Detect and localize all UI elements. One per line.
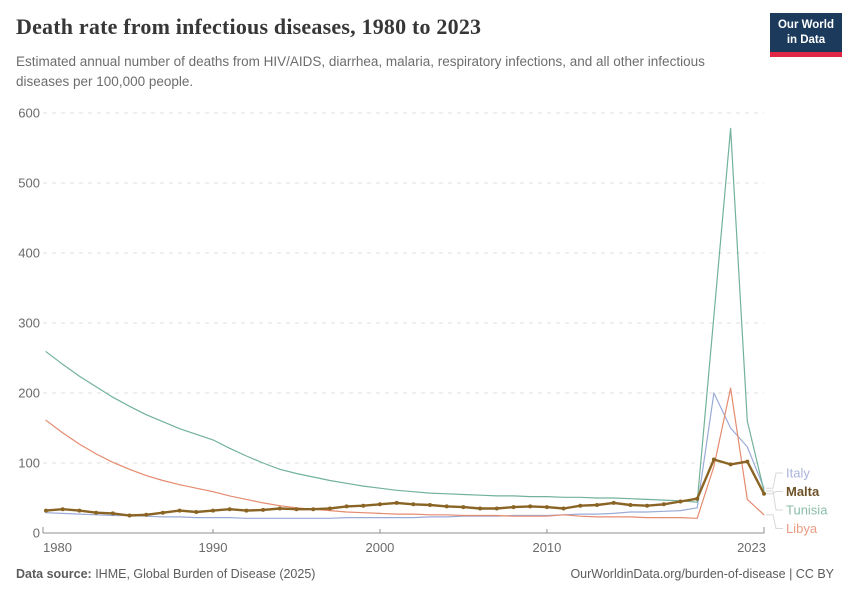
attribution-link[interactable]: OurWorldinData.org/burden-of-disease | C… (570, 567, 834, 581)
x-axis-label-1980: 1980 (43, 540, 72, 555)
marker-malta-2004 (444, 504, 449, 509)
marker-malta-1997 (327, 506, 332, 511)
marker-malta-2016 (645, 503, 650, 508)
marker-malta-2020 (711, 457, 716, 462)
marker-malta-1980 (44, 508, 48, 513)
marker-malta-2001 (394, 500, 399, 505)
data-source-label: Data source: (16, 567, 92, 581)
marker-malta-2014 (611, 500, 616, 505)
line-italy[interactable] (45, 392, 765, 519)
legend-label-italy[interactable]: Italy (786, 466, 810, 481)
x-axis-label-2010: 2010 (532, 540, 561, 555)
y-axis-label-200: 200 (18, 386, 40, 401)
marker-malta-1984 (110, 511, 115, 516)
line-libya[interactable] (45, 387, 765, 519)
line-tunisia[interactable] (45, 127, 765, 503)
marker-malta-2008 (511, 505, 516, 510)
y-axis-label-300: 300 (18, 316, 40, 331)
legend-connector-libya (766, 514, 783, 529)
x-axis-label-2023: 2023 (737, 540, 766, 555)
marker-malta-1983 (94, 510, 99, 515)
marker-malta-2007 (494, 506, 499, 511)
marker-malta-1995 (294, 507, 299, 512)
owid-logo[interactable]: Our World in Data (769, 13, 842, 57)
marker-malta-2002 (411, 502, 416, 507)
chart-subtitle: Estimated annual number of deaths from H… (16, 54, 705, 89)
chart-footer: Data source: IHME, Global Burden of Dise… (16, 567, 834, 581)
marker-malta-2011 (561, 506, 566, 511)
marker-malta-1998 (344, 504, 349, 509)
legend-label-libya[interactable]: Libya (786, 521, 818, 536)
legend-label-malta[interactable]: Malta (786, 484, 820, 499)
page-title: Death rate from infectious diseases, 198… (16, 14, 482, 39)
marker-malta-1991 (227, 507, 232, 512)
marker-malta-2017 (661, 502, 666, 507)
marker-malta-1989 (194, 510, 199, 514)
marker-malta-1988 (177, 508, 182, 513)
marker-malta-1996 (311, 507, 316, 512)
marker-malta-2015 (628, 503, 633, 507)
marker-malta-1987 (160, 510, 165, 515)
y-axis-label-100: 100 (18, 456, 40, 471)
marker-malta-2019 (695, 496, 700, 501)
marker-malta-2021 (728, 462, 733, 467)
marker-malta-1986 (144, 512, 149, 517)
data-source-value: IHME, Global Burden of Disease (2025) (91, 567, 316, 581)
marker-malta-1994 (277, 506, 282, 511)
marker-malta-1982 (77, 508, 82, 513)
marker-malta-2009 (528, 504, 533, 509)
marker-malta-1990 (211, 508, 215, 513)
marker-malta-2006 (478, 506, 483, 511)
line-malta[interactable] (44, 458, 766, 517)
marker-malta-2023 (762, 491, 766, 496)
y-axis-label-500: 500 (18, 176, 40, 191)
marker-malta-2000 (378, 502, 382, 507)
legend-label-tunisia[interactable]: Tunisia (786, 503, 828, 518)
owid-logo-line1: Our World (777, 19, 834, 31)
marker-malta-1985 (127, 513, 132, 518)
marker-malta-1993 (261, 507, 266, 512)
marker-malta-2013 (595, 503, 599, 507)
x-axis-label-1990: 1990 (199, 540, 228, 555)
marker-malta-2012 (578, 503, 583, 508)
data-source-text: Data source: IHME, Global Burden of Dise… (16, 567, 315, 581)
marker-malta-2005 (461, 505, 466, 510)
marker-malta-2022 (745, 459, 750, 464)
marker-malta-2010 (544, 505, 549, 510)
y-axis-label-600: 600 (18, 106, 40, 121)
marker-malta-2003 (428, 503, 432, 507)
marker-malta-1981 (60, 507, 65, 512)
x-axis-label-2000: 2000 (365, 540, 394, 555)
legend-connector-malta (766, 491, 783, 495)
marker-malta-1999 (361, 503, 366, 508)
legend-connector-tunisia (766, 490, 783, 511)
legend-connector-italy (766, 472, 783, 489)
y-axis-label-400: 400 (18, 246, 40, 261)
marker-malta-2018 (678, 499, 683, 504)
marker-malta-1992 (244, 508, 249, 513)
y-axis-label-0: 0 (33, 526, 40, 541)
owid-logo-line2: in Data (786, 33, 826, 46)
